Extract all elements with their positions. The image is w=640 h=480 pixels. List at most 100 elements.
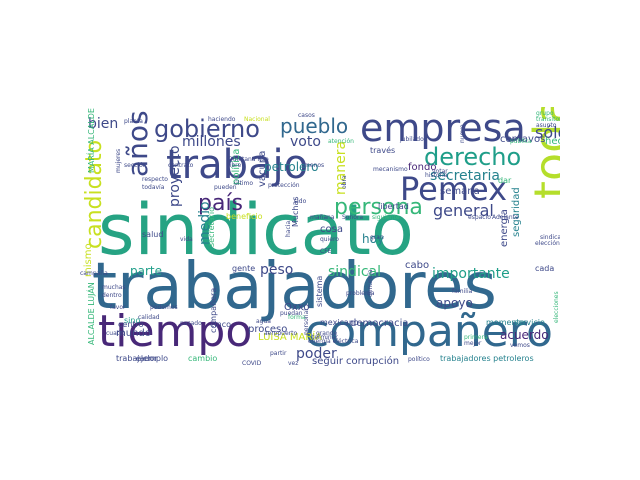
word-nuevo: nuevo [459, 124, 466, 143]
word-secretaria: secretaria [430, 168, 500, 184]
word-haciendo: haciendo [208, 116, 236, 123]
word-acuerdo: acuerdo [500, 328, 549, 342]
word-grande: grande [316, 330, 338, 337]
word-quintana-roo: Quintana Roo [228, 156, 269, 163]
word-cuatro: cuatro [106, 330, 126, 337]
word-puedan: puedan [280, 310, 303, 317]
word-sistema: sistema [315, 275, 324, 307]
word-libertad: libertad [378, 202, 409, 211]
word-politico: político [408, 356, 430, 363]
word-aeropuerto: aeropuerto [264, 330, 298, 337]
word-historia: historia [425, 172, 448, 179]
word-companero: compañero [305, 306, 553, 357]
word-ejemplo: ejemplo [136, 354, 169, 363]
word-hoy: hoy [362, 232, 385, 246]
word-companera: compañera [209, 287, 218, 333]
word-semana: semana [440, 186, 480, 197]
word-maria-alcalde: MARÍA ALCALDE [87, 108, 96, 173]
word-pueblo: pueblo [280, 114, 349, 138]
word-cabo: cabo [405, 260, 430, 271]
word-dentro: dentro [102, 292, 122, 299]
word-sindicato: sindicato [98, 189, 414, 271]
word-energia-electrica: energía eléctrica [308, 338, 359, 345]
word-campana: campaña [80, 270, 108, 277]
word-pasado: pasado [180, 320, 202, 327]
word-cloud: sindicato trabajadores toda tiempo compa… [80, 107, 560, 372]
word-covid: COVID [242, 360, 262, 367]
word-calidad: calidad [138, 314, 160, 321]
word-empresa: empresa [360, 107, 526, 150]
word-obra: obra [341, 175, 348, 189]
word-casos: casos [298, 112, 315, 119]
word-vez: vez [288, 360, 299, 367]
word-persona: persona [334, 195, 423, 220]
word-centavos: centavos [500, 134, 546, 145]
word-sindical: sindical [328, 264, 381, 280]
word-podemos: podemos [150, 304, 178, 311]
word-jubilado: jubilado [400, 136, 424, 143]
word-tiempo: tiempo [98, 306, 253, 357]
word-proyecto: proyecto [167, 145, 183, 207]
word-dar: dar [498, 176, 512, 185]
word-seccion: sección [124, 162, 147, 169]
word-contrato: contrato [168, 162, 194, 169]
word-personal: personal [303, 309, 310, 335]
word-siguiente: siguiente [372, 214, 400, 221]
word-derecho: derecho [424, 143, 522, 171]
word-secretario: secretario [207, 207, 216, 247]
word-gran: gran [370, 234, 384, 241]
word-trabajador: trabajador [116, 354, 158, 363]
word-vida: vida [180, 236, 193, 243]
word-primera: primera [464, 334, 488, 341]
word-general: general [433, 201, 494, 220]
word-seguridad: seguridad [511, 187, 522, 237]
word-corrupcion: corrupción [346, 356, 400, 367]
word-cosa: cosa [320, 224, 343, 235]
word-adelante: Adelante [492, 214, 519, 221]
word-mundo: mundo [116, 328, 151, 339]
word-petrolero: petrolero [264, 160, 319, 174]
word-votar: votar [432, 168, 448, 175]
word-eleccion: elección [535, 240, 560, 247]
word-sindicales: sindicales [540, 234, 560, 241]
word-publica: pública [510, 138, 532, 145]
word-gente: gente [232, 264, 256, 273]
word-asunto: asunto [536, 122, 557, 129]
word-voto: voto [290, 134, 321, 150]
word-alcalde-lujan: ALCALDE LUJÁN [87, 282, 96, 345]
word-salud: salud [142, 230, 164, 239]
word-proteccion: protección [268, 182, 300, 189]
word-familia: familia [452, 288, 473, 295]
word-seguir: seguir [312, 356, 343, 367]
word-elecciones: elecciones [553, 291, 560, 323]
word-pueden: pueden [214, 184, 237, 191]
word-respecto: respecto [142, 176, 168, 183]
word-pemex: Pemex [400, 170, 508, 208]
word-apoyo: apoyo [436, 296, 473, 310]
word-cada: cada [535, 264, 555, 273]
word-agua: agua [256, 318, 271, 325]
word-parte: parte [130, 264, 162, 278]
word-pais: país [198, 191, 244, 216]
word-grupo: grupo [536, 110, 554, 117]
word-terminar: terminar [312, 334, 338, 341]
word-millones: millones [182, 134, 241, 150]
word-centro: centro [118, 320, 144, 329]
word-sonora: Sonora [342, 214, 364, 221]
word-gobierno: gobierno [154, 115, 260, 143]
word-mecanismo: mecanismo [373, 166, 408, 173]
word-planta: planta [124, 118, 143, 125]
word-hacia: hacia [285, 220, 292, 237]
word-servicio: servicio [514, 318, 545, 327]
word-peso: peso [260, 262, 294, 278]
word-hecho: hecho [545, 136, 560, 147]
word-mujeres: mujeres [115, 148, 122, 173]
word-nacional: Nacional [244, 116, 270, 123]
word-beneficio: beneficio [226, 212, 263, 221]
word-vemos: vemos [510, 342, 530, 349]
word-cfe: CFE [320, 248, 332, 255]
word-cambio: cambio [188, 354, 218, 363]
word-oxxo: Oxxo [284, 302, 310, 313]
word-cinco: cinco [210, 320, 231, 329]
word-libre: libre [228, 162, 242, 169]
